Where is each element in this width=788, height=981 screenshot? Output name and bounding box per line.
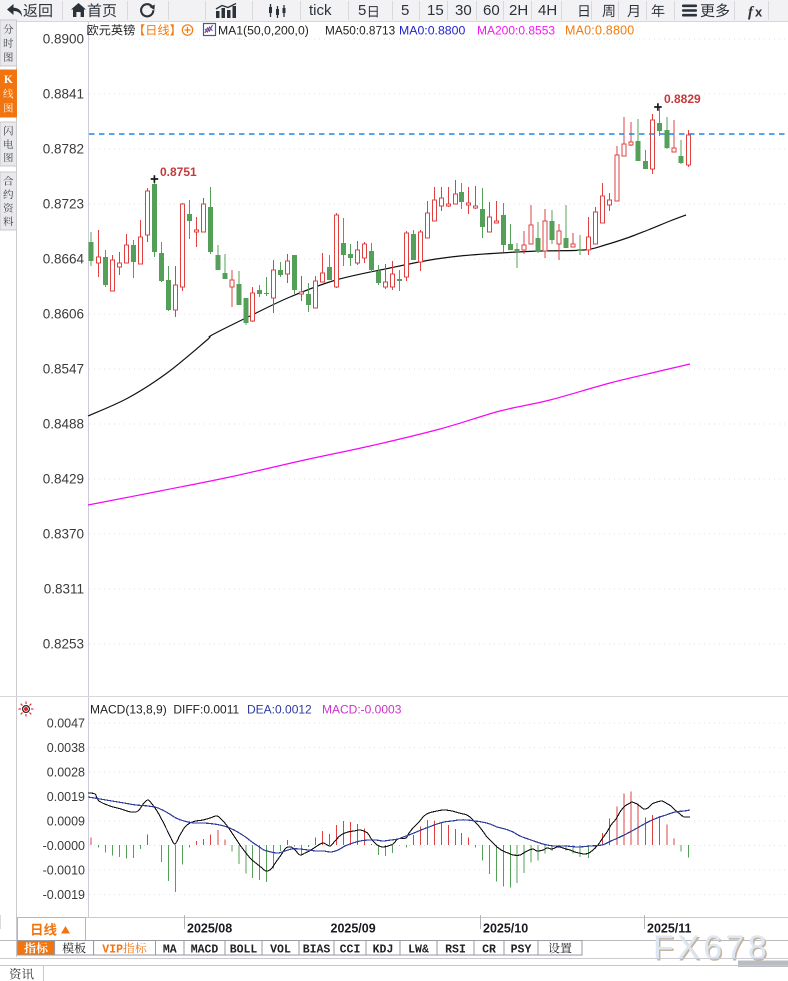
svg-text:CCI: CCI bbox=[340, 944, 361, 957]
svg-text:0.8547: 0.8547 bbox=[43, 362, 84, 377]
svg-text:0.8841: 0.8841 bbox=[43, 87, 84, 102]
svg-text:0.0019: 0.0019 bbox=[47, 790, 85, 804]
svg-text:0.8488: 0.8488 bbox=[43, 417, 84, 432]
svg-text:2025/08: 2025/08 bbox=[187, 922, 232, 936]
svg-text:0.8723: 0.8723 bbox=[43, 197, 84, 212]
svg-text:MACD:-0.0003: MACD:-0.0003 bbox=[322, 703, 402, 717]
svg-text:MA0:0.8800: MA0:0.8800 bbox=[399, 24, 465, 38]
svg-text:0.0009: 0.0009 bbox=[47, 815, 85, 829]
svg-text:0.8751: 0.8751 bbox=[160, 165, 197, 179]
svg-text:KDJ: KDJ bbox=[373, 944, 394, 957]
svg-text:CR: CR bbox=[482, 944, 496, 957]
svg-text:f: f bbox=[748, 5, 755, 21]
svg-text:MACD(13,8,9) DIFF:0.0011: MACD(13,8,9) DIFF:0.0011 bbox=[90, 703, 239, 717]
svg-text:MA50:0.8713: MA50:0.8713 bbox=[325, 24, 396, 38]
svg-text:PSY: PSY bbox=[511, 944, 532, 957]
svg-text:2025/09: 2025/09 bbox=[331, 922, 376, 936]
svg-text:VIP: VIP bbox=[102, 944, 123, 957]
svg-text:K: K bbox=[4, 74, 13, 86]
svg-text:DEA:0.0012: DEA:0.0012 bbox=[247, 703, 312, 717]
svg-text:VOL: VOL bbox=[270, 944, 291, 957]
svg-text:MA200:0.8553: MA200:0.8553 bbox=[477, 24, 555, 38]
svg-text:MA1(50,0,200,0): MA1(50,0,200,0) bbox=[218, 24, 309, 38]
svg-text:2025/10: 2025/10 bbox=[483, 922, 528, 936]
svg-text:0.8429: 0.8429 bbox=[43, 472, 84, 487]
svg-text:0.8900: 0.8900 bbox=[43, 32, 84, 47]
svg-text:0.8664: 0.8664 bbox=[43, 252, 85, 267]
svg-text:MACD: MACD bbox=[191, 944, 219, 957]
svg-text:MA0:0.8800: MA0:0.8800 bbox=[565, 24, 634, 38]
svg-text:RSI: RSI bbox=[445, 944, 466, 957]
svg-text:BOLL: BOLL bbox=[230, 944, 258, 957]
svg-text:MA: MA bbox=[163, 944, 177, 957]
svg-text:-0.0010: -0.0010 bbox=[43, 864, 85, 878]
svg-text:x: x bbox=[755, 5, 763, 20]
svg-text:0.8311: 0.8311 bbox=[44, 582, 84, 597]
svg-text:BIAS: BIAS bbox=[303, 944, 331, 957]
svg-text:0.8829: 0.8829 bbox=[664, 92, 701, 106]
svg-text:LW&: LW& bbox=[408, 944, 429, 957]
svg-text:-0.0019: -0.0019 bbox=[43, 888, 85, 902]
svg-text:0.0028: 0.0028 bbox=[47, 766, 85, 780]
svg-text:0.8253: 0.8253 bbox=[43, 637, 84, 652]
svg-text:0.8606: 0.8606 bbox=[43, 307, 84, 322]
svg-text:0.0038: 0.0038 bbox=[47, 741, 85, 755]
svg-text:-0.0000: -0.0000 bbox=[43, 839, 85, 853]
svg-text:0.0047: 0.0047 bbox=[47, 717, 85, 731]
svg-text:2025/11: 2025/11 bbox=[647, 922, 692, 936]
svg-text:0.8782: 0.8782 bbox=[43, 142, 84, 157]
svg-text:0.8370: 0.8370 bbox=[43, 527, 84, 542]
